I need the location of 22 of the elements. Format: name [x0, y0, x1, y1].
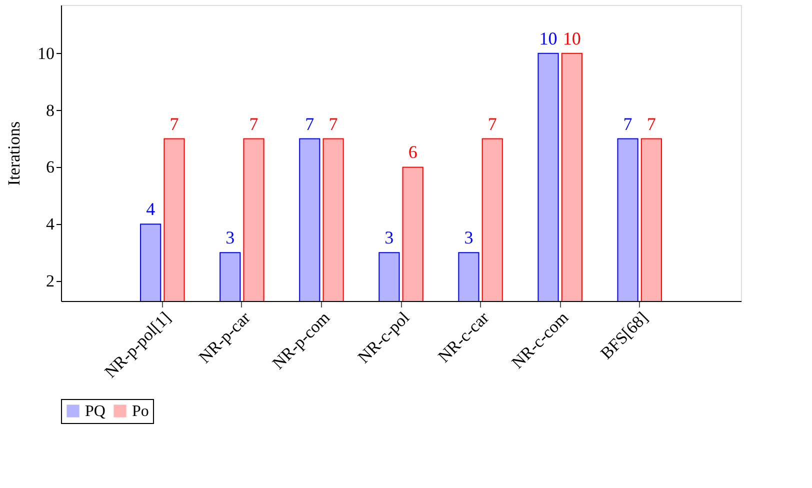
- data-label: 7: [328, 114, 338, 134]
- data-label: 7: [488, 114, 497, 134]
- data-label: 7: [305, 114, 314, 134]
- legend-label: Po: [132, 403, 149, 420]
- data-label: 7: [249, 114, 258, 134]
- y-axis-title: Iterations: [4, 121, 24, 186]
- data-label: 10: [562, 28, 581, 48]
- y-tick-label: 2: [46, 272, 54, 291]
- data-label: 6: [408, 142, 418, 162]
- data-label: 3: [384, 228, 394, 248]
- data-label: 3: [464, 228, 474, 248]
- y-tick-label: 6: [46, 158, 54, 177]
- y-tick-label: 4: [46, 214, 55, 234]
- y-tick-label: 8: [46, 100, 54, 120]
- data-label: 4: [146, 199, 156, 220]
- data-label: 10: [539, 28, 558, 48]
- data-label: 7: [170, 114, 179, 134]
- data-label: 7: [646, 114, 656, 134]
- y-tick-label: 10: [38, 44, 54, 63]
- legend-label: PQ: [85, 403, 106, 420]
- data-label: 7: [623, 114, 632, 134]
- data-label: 3: [226, 228, 235, 248]
